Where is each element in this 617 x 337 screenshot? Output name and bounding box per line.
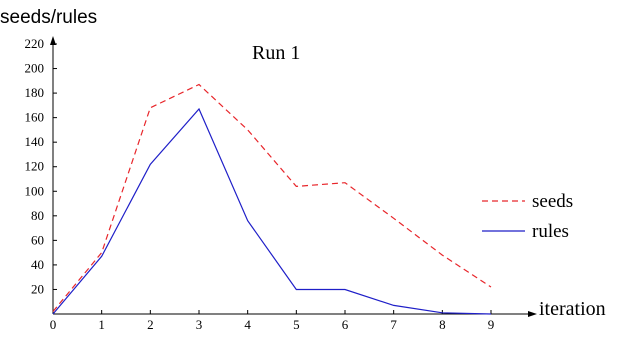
series-line-seeds bbox=[52, 83, 492, 312]
y-tick-label: 200 bbox=[25, 61, 45, 76]
x-axis-label: iteration bbox=[539, 298, 606, 320]
y-ticks: 20 40 60 80 100 120 140 160 180 200 220 bbox=[25, 36, 57, 296]
x-tick-label: 4 bbox=[244, 317, 251, 332]
x-ticks: 0 1 2 3 4 5 6 7 8 9 bbox=[50, 310, 495, 332]
y-tick-label: 80 bbox=[31, 208, 44, 223]
legend-label-rules: rules bbox=[532, 221, 569, 242]
axes bbox=[50, 36, 537, 317]
x-tick-label: 1 bbox=[98, 317, 105, 332]
y-tick-label: 20 bbox=[31, 281, 44, 296]
legend-label-seeds: seeds bbox=[532, 191, 573, 212]
y-tick-label: 160 bbox=[25, 110, 45, 125]
y-tick-label: 140 bbox=[25, 134, 45, 149]
y-axis-arrow bbox=[50, 36, 56, 45]
y-tick-label: 120 bbox=[25, 159, 45, 174]
y-tick-label: 220 bbox=[25, 36, 45, 51]
x-tick-label: 5 bbox=[293, 317, 300, 332]
chart-title: Run 1 bbox=[252, 42, 300, 64]
x-tick-label: 7 bbox=[390, 317, 397, 332]
y-tick-label: 40 bbox=[31, 257, 44, 272]
y-axis-label: seeds/rules bbox=[0, 7, 97, 28]
series-lines bbox=[52, 83, 492, 315]
x-tick-label: 2 bbox=[147, 317, 154, 332]
y-tick-label: 180 bbox=[25, 85, 45, 100]
y-tick-label: 60 bbox=[31, 232, 44, 247]
x-tick-label: 9 bbox=[488, 317, 495, 332]
y-tick-label: 100 bbox=[25, 183, 45, 198]
x-tick-label: 0 bbox=[50, 317, 57, 332]
x-axis-arrow bbox=[528, 311, 537, 317]
x-tick-label: 8 bbox=[439, 317, 446, 332]
series-line-rules bbox=[52, 107, 492, 315]
legend: seeds rules bbox=[482, 191, 573, 242]
x-tick-label: 6 bbox=[342, 317, 349, 332]
x-tick-label: 3 bbox=[196, 317, 203, 332]
